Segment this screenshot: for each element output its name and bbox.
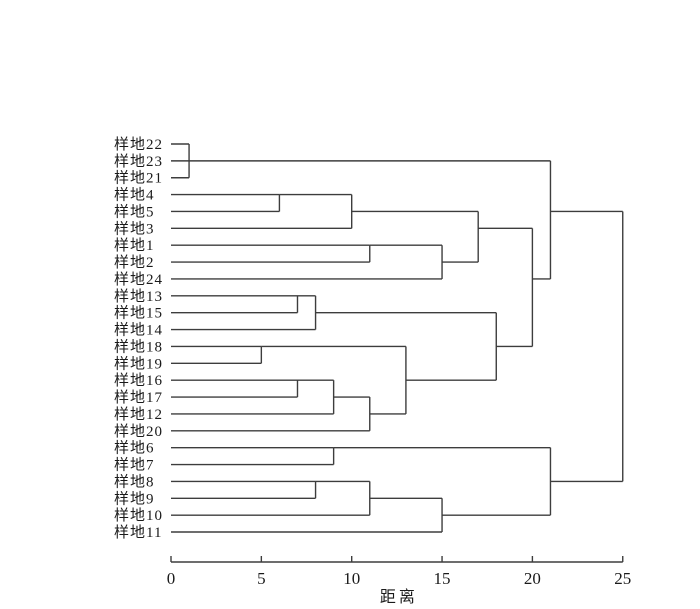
leaf-label-17: 样地12 — [114, 406, 163, 423]
leaf-label-19: 样地6 — [114, 440, 155, 457]
leaf-label-18: 样地20 — [114, 423, 163, 440]
leaf-label-23: 样地10 — [114, 507, 163, 524]
x-tick-label-10: 10 — [343, 569, 360, 588]
leaf-label-5: 样地5 — [114, 203, 155, 220]
x-tick-label-20: 20 — [524, 569, 541, 588]
leaf-label-14: 样地19 — [114, 355, 163, 372]
leaf-label-15: 样地16 — [114, 372, 163, 389]
leaf-label-20: 样地7 — [114, 457, 155, 474]
leaf-label-6: 样地3 — [114, 220, 155, 237]
x-tick-label-25: 25 — [614, 569, 631, 588]
leaf-label-3: 样地21 — [114, 170, 163, 187]
leaf-label-24: 样地11 — [114, 524, 162, 541]
leaf-label-2: 样地23 — [114, 153, 163, 170]
x-tick-label-0: 0 — [167, 569, 176, 588]
leaf-label-11: 样地15 — [114, 305, 163, 322]
x-tick-label-15: 15 — [434, 569, 451, 588]
leaf-label-16: 样地17 — [114, 389, 163, 406]
leaf-label-7: 样地1 — [114, 237, 155, 254]
leaf-label-12: 样地14 — [114, 322, 163, 339]
leaf-label-21: 样地8 — [114, 473, 155, 490]
leaf-label-1: 样地22 — [114, 136, 163, 153]
leaf-label-8: 样地2 — [114, 254, 155, 271]
leaf-label-10: 样地13 — [114, 288, 163, 305]
x-axis-title: 距离 — [380, 588, 418, 606]
leaf-label-22: 样地9 — [114, 490, 155, 507]
leaf-label-9: 样地24 — [114, 271, 163, 288]
leaf-label-13: 样地18 — [114, 338, 163, 355]
x-tick-label-5: 5 — [257, 569, 266, 588]
leaf-label-4: 样地4 — [114, 187, 155, 204]
